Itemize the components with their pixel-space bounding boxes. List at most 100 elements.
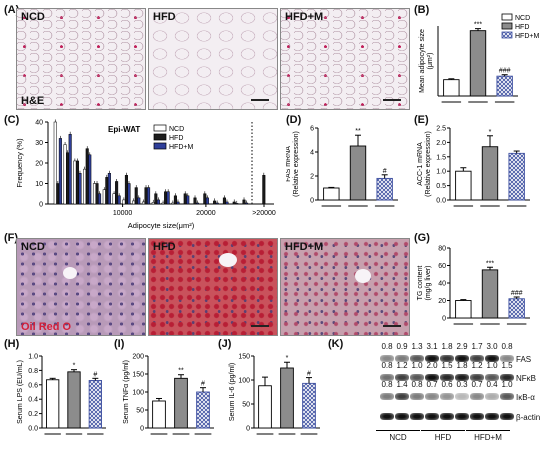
histogram-bar bbox=[127, 183, 131, 205]
y-tick-label: 50 bbox=[136, 408, 144, 415]
histogram-bar bbox=[213, 200, 217, 205]
y-tick-label: 30 bbox=[35, 140, 43, 147]
histogram-bar bbox=[124, 175, 128, 205]
protein-label: β-actin bbox=[516, 413, 541, 422]
y-tick-label: 40 bbox=[438, 281, 446, 288]
quantification-value: 0.8 bbox=[381, 342, 393, 351]
bar bbox=[46, 379, 60, 429]
legend-entry: NCD bbox=[169, 126, 184, 133]
quantification-value: 1.0 bbox=[411, 361, 423, 370]
histogram-bar bbox=[154, 193, 158, 205]
legend-entry: HFD bbox=[515, 24, 529, 31]
panel-f-letter: (F) bbox=[4, 232, 19, 244]
significance-mark: ### bbox=[511, 290, 523, 297]
histogram-bar bbox=[203, 193, 207, 205]
protein-label: IκB-α bbox=[516, 393, 535, 402]
group-underline bbox=[376, 430, 420, 431]
y-axis-label: Frequency (%) bbox=[15, 138, 24, 188]
blot-band bbox=[470, 413, 484, 420]
y-axis-label: ACC-1 mRNA bbox=[417, 142, 424, 186]
y-tick-label: 0.5 bbox=[436, 183, 446, 190]
histogram-bar bbox=[183, 193, 187, 205]
y-tick-label: 0 bbox=[246, 426, 250, 433]
x-tick-label: 20000 bbox=[196, 210, 216, 217]
y-tick-label: 0.4 bbox=[28, 397, 38, 404]
significance-mark: ** bbox=[355, 128, 361, 135]
y-tick-label: 0.6 bbox=[28, 382, 38, 389]
y-tick-label: 20 bbox=[35, 161, 43, 168]
panel-c-letter: (C) bbox=[4, 114, 20, 126]
bar bbox=[152, 400, 166, 429]
y-tick-label: 150 bbox=[238, 354, 250, 361]
histogram-bar bbox=[73, 160, 77, 205]
oro-stain-label: Oil Red O bbox=[21, 321, 72, 333]
y-tick-label: 100 bbox=[238, 378, 250, 385]
significance-mark: * bbox=[489, 129, 492, 136]
histogram-bar bbox=[98, 193, 102, 205]
panel-j-letter: (J) bbox=[218, 338, 232, 350]
histogram-bar bbox=[134, 187, 138, 205]
histogram-bar bbox=[107, 173, 111, 205]
histogram-bar bbox=[85, 148, 89, 205]
legend-swatch bbox=[501, 31, 513, 39]
histogram-bar bbox=[88, 154, 92, 205]
blot-band bbox=[455, 374, 469, 381]
histogram-bar bbox=[225, 201, 229, 205]
chart-g-tg-content: 0 20 40 60 80 TG content (mg/g liver) *** ### bbox=[417, 246, 530, 325]
quantification-value: 1.2 bbox=[396, 361, 408, 370]
blot-band bbox=[470, 355, 484, 362]
image-label: HFD+M bbox=[285, 11, 324, 23]
blot-band bbox=[425, 374, 439, 381]
bar bbox=[443, 79, 460, 97]
scale-bar bbox=[251, 325, 269, 327]
quantification-value: 3.0 bbox=[486, 342, 498, 351]
he-image-hfd: HFD bbox=[148, 8, 278, 110]
blot-band bbox=[500, 355, 514, 362]
y-tick-label: 0.2 bbox=[28, 411, 38, 418]
blot-row bbox=[376, 371, 514, 385]
histogram-bar bbox=[232, 201, 236, 205]
significance-mark: * bbox=[286, 355, 289, 362]
histogram-bar bbox=[245, 202, 249, 205]
blot-band bbox=[395, 355, 409, 362]
histogram-bar bbox=[92, 183, 96, 205]
oro-image-hfd: HFD bbox=[148, 238, 278, 336]
y-axis-label: Serum TNFα (pg/ml) bbox=[123, 360, 130, 424]
y-axis-label: (Relative expression) bbox=[425, 131, 432, 197]
histogram-bar bbox=[147, 187, 151, 205]
bar bbox=[88, 380, 102, 429]
histogram-bar bbox=[166, 191, 170, 205]
blot-band bbox=[410, 355, 424, 362]
histogram-bar bbox=[78, 173, 82, 205]
histogram-bar bbox=[151, 202, 155, 205]
histogram-bar bbox=[132, 200, 136, 205]
blot-band bbox=[500, 374, 514, 381]
panel-h-letter: (H) bbox=[4, 338, 20, 350]
blot-band bbox=[440, 413, 454, 420]
oro-image-hfd-m: HFD+M bbox=[280, 238, 410, 336]
x-axis-label: Adipocyte size(μm²) bbox=[128, 221, 195, 230]
quantification-value: 2.9 bbox=[456, 342, 468, 351]
he-stain-label: H&E bbox=[21, 95, 45, 107]
histogram-bar bbox=[141, 201, 145, 205]
y-tick-label: 6 bbox=[310, 126, 314, 133]
bar bbox=[258, 385, 272, 429]
quantification-value: 0.7 bbox=[471, 380, 483, 389]
scale-bar bbox=[251, 99, 269, 101]
y-tick-label: 0 bbox=[39, 202, 43, 209]
y-tick-label: 1.0 bbox=[436, 169, 446, 176]
legend-swatch bbox=[501, 13, 513, 21]
panel-b-letter: (B) bbox=[414, 4, 430, 16]
panel-k-letter: (K) bbox=[328, 338, 344, 350]
quantification-value: 1.7 bbox=[471, 342, 483, 351]
significance-mark: ** bbox=[178, 368, 184, 375]
blot-band bbox=[380, 374, 394, 381]
bar bbox=[455, 170, 472, 201]
y-tick-label: 0 bbox=[310, 198, 314, 205]
quantification-value: 1.5 bbox=[441, 361, 453, 370]
group-label: HFD+M bbox=[474, 433, 502, 442]
panel-i-letter: (I) bbox=[114, 338, 125, 350]
legend-entry: HFD bbox=[169, 135, 183, 142]
histogram-bar bbox=[117, 195, 121, 205]
quantification-value: 1.8 bbox=[441, 342, 453, 351]
